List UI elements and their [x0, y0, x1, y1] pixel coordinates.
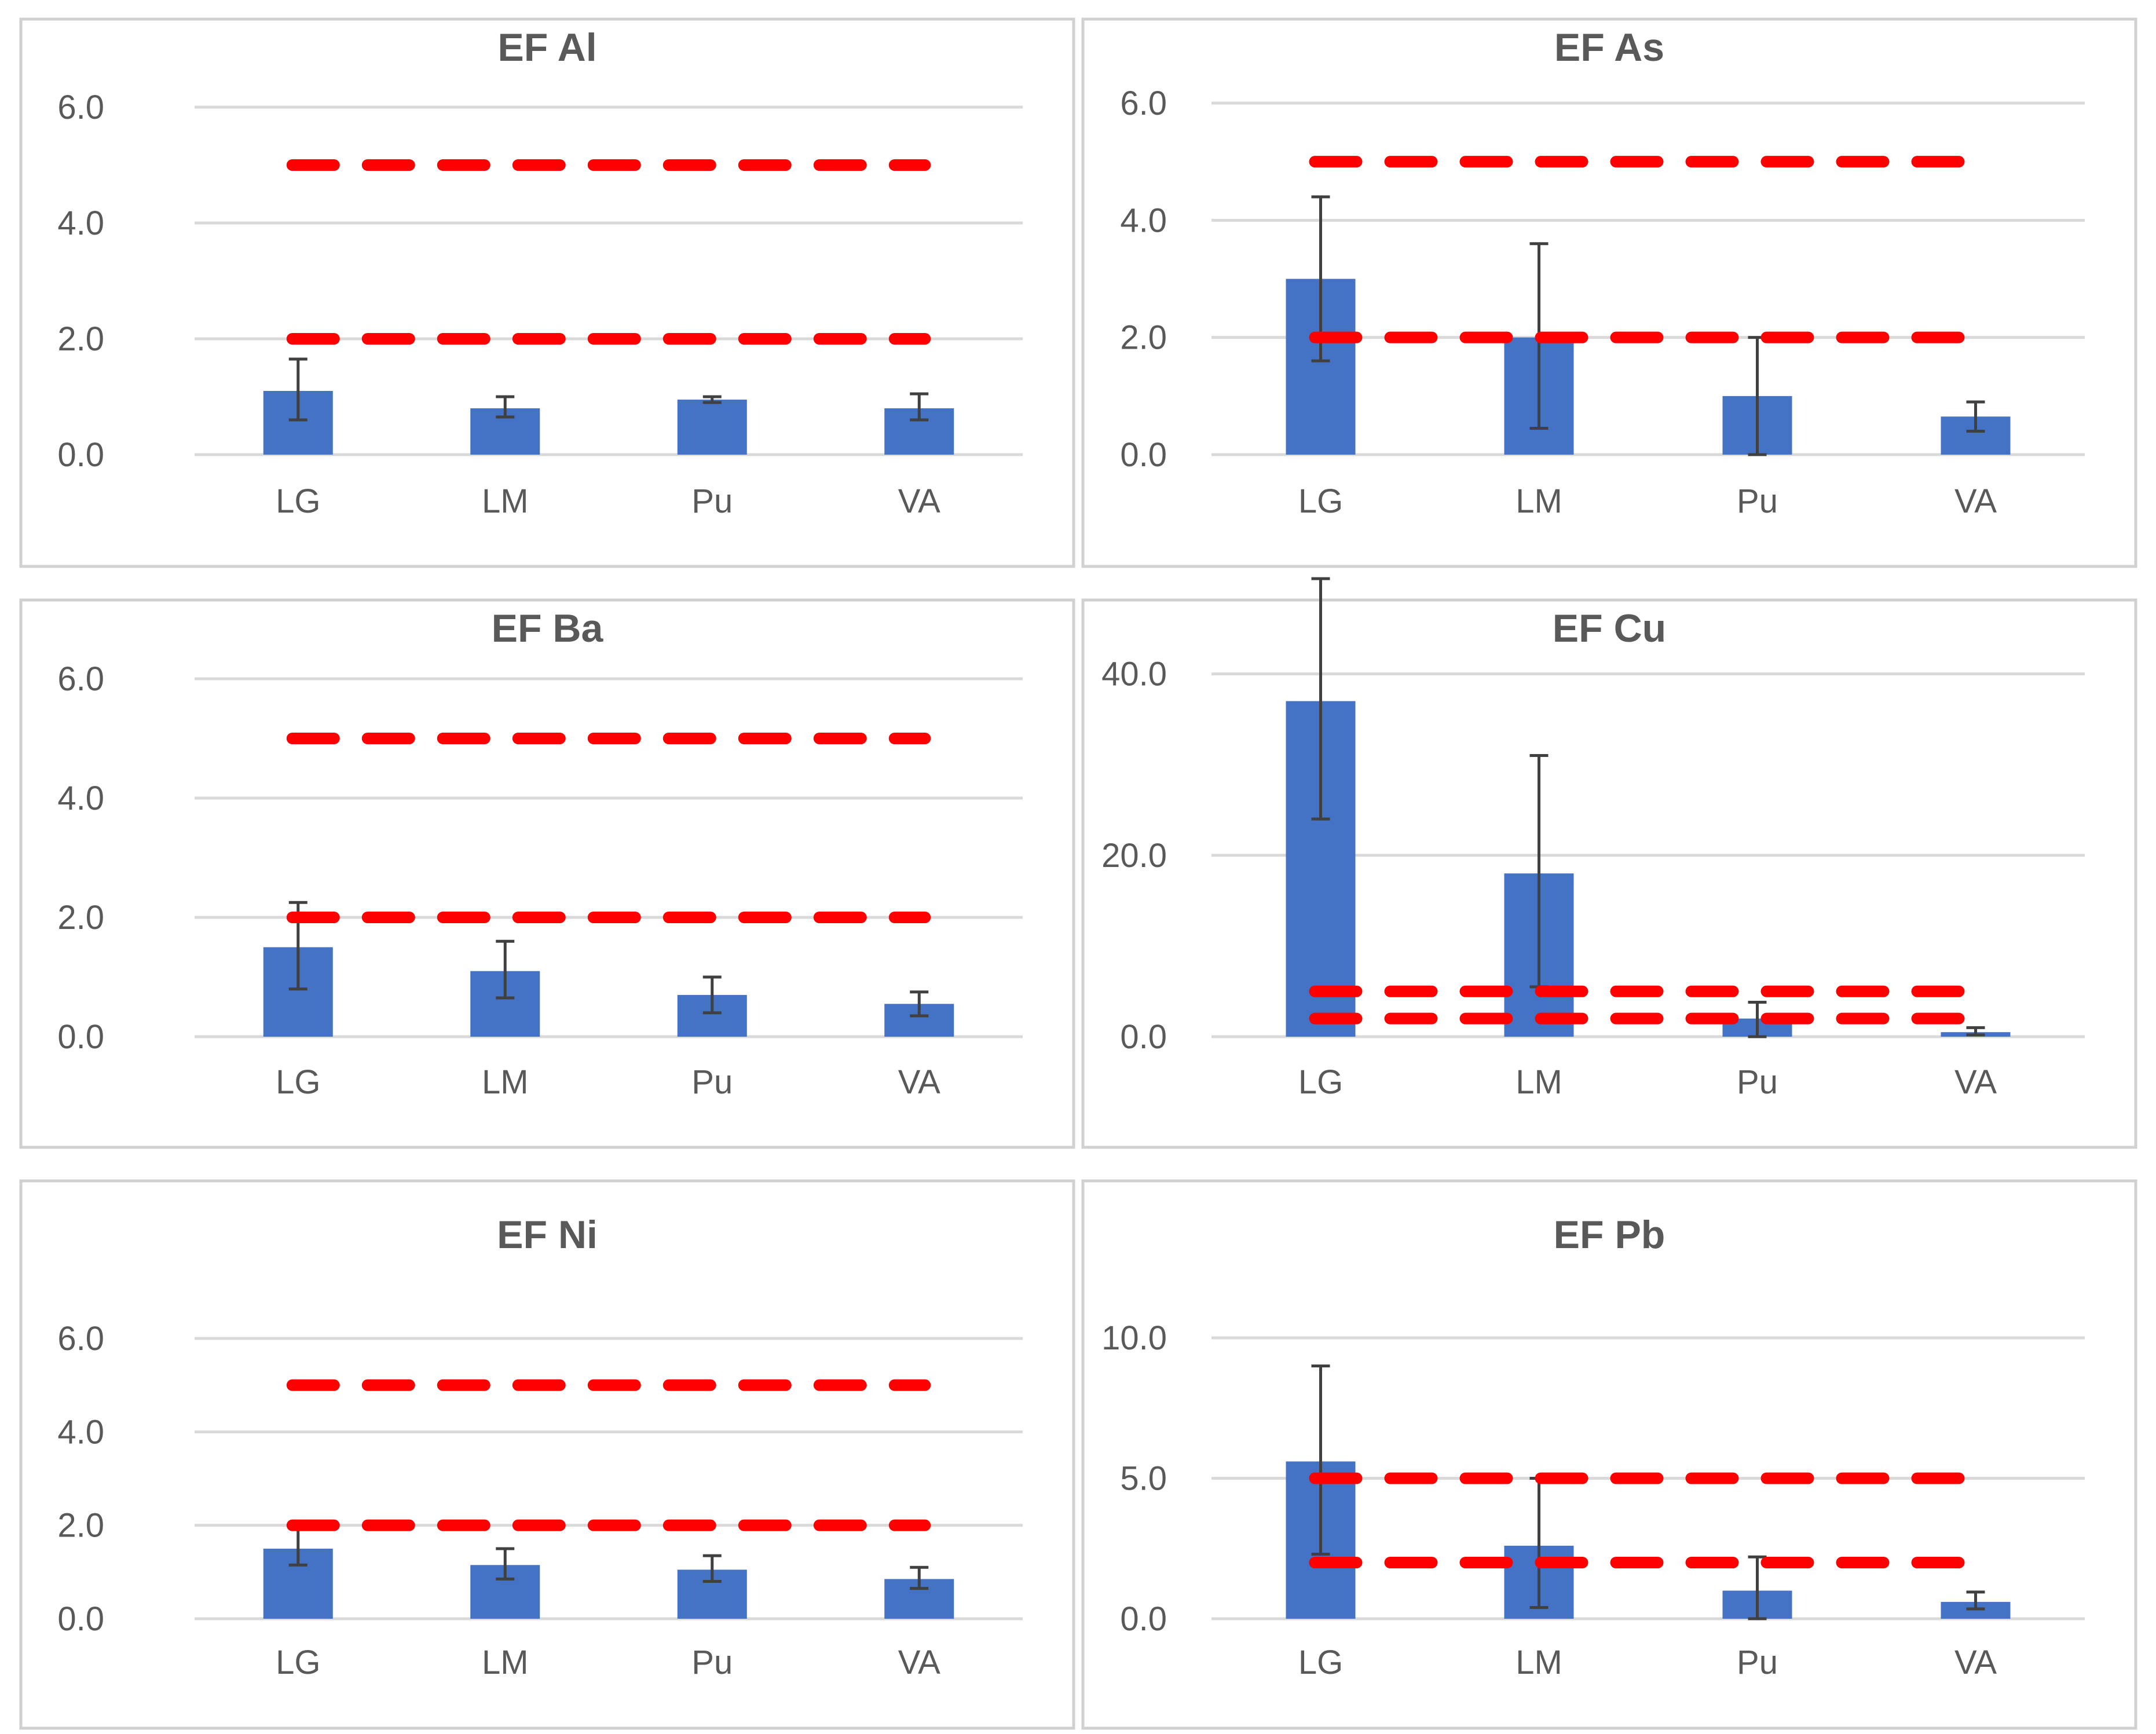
y-tick-label: 10.0 [1101, 1319, 1167, 1357]
y-tick-label: 2.0 [57, 899, 104, 936]
x-category-label: Pu [691, 1063, 733, 1101]
y-tick-label: 4.0 [1120, 202, 1167, 239]
panel-ef-al: EF Al 0.0 2.0 4.0 6.0 LG LM Pu VA [19, 17, 1075, 568]
x-category-label: LM [482, 482, 529, 520]
panel-frame [19, 17, 1075, 568]
x-category-label: LG [276, 1644, 320, 1681]
x-category-label: LM [482, 1644, 529, 1681]
x-category-label: VA [1954, 1063, 1997, 1101]
x-category-label: LG [276, 1063, 320, 1101]
panel-frame [1081, 598, 2137, 1149]
y-tick-label: 0.0 [57, 1018, 104, 1056]
x-category-label: Pu [1737, 1644, 1778, 1681]
panel-ef-as: EF As 0.0 2.0 4.0 6.0 LG LM Pu VA [1081, 17, 2137, 568]
x-category-label: LG [276, 482, 320, 520]
x-category-label: LM [1516, 482, 1562, 520]
chart-title: EF Pb [1554, 1213, 1665, 1257]
x-category-label: Pu [1737, 482, 1778, 520]
y-tick-label: 5.0 [1120, 1460, 1167, 1498]
x-category-label: VA [1954, 1644, 1997, 1681]
y-tick-label: 40.0 [1101, 656, 1167, 693]
x-category-label: LM [1516, 1063, 1562, 1101]
y-tick-label: 6.0 [1120, 85, 1167, 122]
y-tick-label: 4.0 [57, 780, 104, 817]
panel-frame [19, 598, 1075, 1149]
x-category-label: VA [898, 482, 940, 520]
x-category-label: LG [1298, 1644, 1343, 1681]
chart-title: EF Al [497, 25, 596, 69]
chart-title: EF As [1554, 25, 1664, 69]
y-tick-label: 4.0 [57, 1413, 104, 1451]
x-category-label: Pu [691, 482, 733, 520]
x-category-label: VA [1954, 482, 1997, 520]
panel-frame [1081, 17, 2137, 568]
y-tick-label: 0.0 [57, 436, 104, 474]
x-category-label: LM [1516, 1644, 1562, 1681]
y-tick-label: 0.0 [1120, 1018, 1167, 1056]
x-category-label: LG [1298, 1063, 1343, 1101]
x-category-label: LG [1298, 482, 1343, 520]
panel-ef-ba: EF Ba 0.0 2.0 4.0 6.0 LG LM Pu VA [19, 598, 1075, 1149]
y-tick-label: 2.0 [57, 1507, 104, 1545]
chart-title: EF Ba [492, 606, 604, 650]
panel-ef-cu: EF Cu 0.0 20.0 40.0 LG LM Pu VA [1081, 577, 2137, 1149]
y-tick-label: 6.0 [57, 1320, 104, 1358]
chart-title: EF Ni [497, 1213, 598, 1257]
y-tick-label: 0.0 [1120, 1600, 1167, 1638]
bar-pu [677, 400, 747, 455]
x-category-label: VA [898, 1644, 940, 1681]
panel-frame [19, 1179, 1075, 1730]
panel-frame [1081, 1179, 2137, 1730]
y-tick-label: 6.0 [57, 89, 104, 126]
chart-title: EF Cu [1553, 606, 1666, 650]
y-tick-label: 2.0 [1120, 319, 1167, 357]
y-tick-label: 4.0 [57, 204, 104, 242]
x-category-label: Pu [691, 1644, 733, 1681]
x-category-label: LM [482, 1063, 529, 1101]
panel-ef-ni: EF Ni 0.0 2.0 4.0 6.0 LG LM Pu VA [19, 1179, 1075, 1730]
y-tick-label: 20.0 [1101, 837, 1167, 875]
y-tick-label: 2.0 [57, 320, 104, 358]
x-category-label: VA [898, 1063, 940, 1101]
panel-ef-pb: EF Pb 0.0 5.0 10.0 LG LM Pu VA [1081, 1179, 2137, 1730]
x-category-label: Pu [1737, 1063, 1778, 1101]
y-tick-label: 0.0 [1120, 436, 1167, 474]
y-tick-label: 6.0 [57, 660, 104, 698]
y-tick-label: 0.0 [57, 1600, 104, 1638]
